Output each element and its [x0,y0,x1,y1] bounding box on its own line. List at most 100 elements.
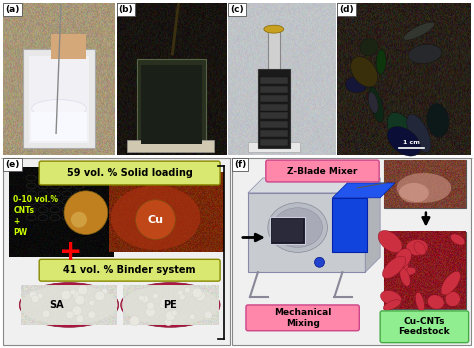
Circle shape [70,289,76,295]
Circle shape [153,293,158,299]
Circle shape [136,200,175,239]
Text: Mechanical
Mixing: Mechanical Mixing [274,308,331,327]
Bar [260,139,288,146]
Text: (f): (f) [234,160,246,169]
Circle shape [71,212,87,228]
Bar [384,160,465,208]
Circle shape [78,315,84,321]
Bar [260,95,288,102]
Bar [29,56,89,143]
Ellipse shape [387,126,421,156]
Circle shape [95,291,105,301]
Text: 0-10 vol.%
CNTs
+
PW: 0-10 vol.% CNTs + PW [13,195,58,237]
Circle shape [29,291,37,299]
Ellipse shape [121,283,220,327]
Ellipse shape [383,300,401,310]
Ellipse shape [378,230,402,253]
Circle shape [146,302,155,310]
Bar [248,142,300,152]
Text: (a): (a) [5,5,20,14]
Bar [258,69,290,148]
Bar [260,104,288,111]
Ellipse shape [19,283,118,327]
Text: Z-Blade Mixer: Z-Blade Mixer [287,167,358,175]
Bar [260,121,288,128]
Ellipse shape [407,114,431,152]
Circle shape [184,287,190,293]
Text: (e): (e) [5,160,20,169]
Ellipse shape [408,45,442,64]
Circle shape [42,310,50,318]
Circle shape [61,290,71,300]
Circle shape [177,290,183,296]
Bar [137,59,206,148]
Ellipse shape [268,203,328,252]
Bar [3,158,230,345]
Bar [127,140,214,152]
Text: 41 vol. % Binder system: 41 vol. % Binder system [64,265,196,275]
Circle shape [138,295,145,301]
Polygon shape [365,178,380,272]
Ellipse shape [415,292,424,312]
Bar [141,65,202,144]
Bar [384,231,465,309]
Ellipse shape [399,183,429,203]
Circle shape [164,318,173,326]
Circle shape [129,316,139,326]
Polygon shape [332,183,395,198]
Bar [260,112,288,119]
FancyBboxPatch shape [246,305,359,331]
Text: 59 vol. % Solid loading: 59 vol. % Solid loading [67,168,192,178]
Text: (b): (b) [118,5,133,14]
Ellipse shape [397,173,451,203]
Ellipse shape [395,248,411,268]
Ellipse shape [441,271,460,295]
Circle shape [146,307,155,317]
Text: Cu: Cu [147,215,164,224]
Circle shape [179,294,185,300]
Ellipse shape [122,285,219,325]
Circle shape [73,291,81,299]
Ellipse shape [273,208,322,247]
Ellipse shape [400,268,410,286]
Ellipse shape [403,22,435,40]
FancyBboxPatch shape [39,259,220,281]
Circle shape [89,300,95,306]
Circle shape [172,310,177,316]
Ellipse shape [381,291,401,306]
Bar [23,49,95,148]
Ellipse shape [445,292,460,307]
Circle shape [31,295,39,303]
FancyBboxPatch shape [266,160,379,182]
Bar [31,111,87,141]
Circle shape [78,285,88,295]
Circle shape [165,311,175,321]
FancyBboxPatch shape [380,311,469,343]
Bar [260,130,288,137]
Ellipse shape [414,242,426,255]
Circle shape [161,298,168,306]
Ellipse shape [406,239,428,255]
Circle shape [195,291,205,301]
Circle shape [192,288,202,298]
Text: (d): (d) [339,5,354,14]
Bar [270,217,305,244]
Circle shape [102,288,108,294]
Bar [51,34,86,59]
Circle shape [75,295,85,305]
Polygon shape [248,178,380,193]
Circle shape [189,314,195,320]
Circle shape [76,315,84,323]
Bar [260,86,288,93]
Bar [268,29,280,148]
Circle shape [159,301,167,309]
Circle shape [66,311,74,319]
Circle shape [141,295,148,303]
Circle shape [88,311,96,319]
Bar [332,198,367,252]
Ellipse shape [383,256,406,278]
FancyBboxPatch shape [39,161,220,185]
Circle shape [72,306,82,316]
Ellipse shape [351,57,378,87]
Bar [248,193,365,272]
